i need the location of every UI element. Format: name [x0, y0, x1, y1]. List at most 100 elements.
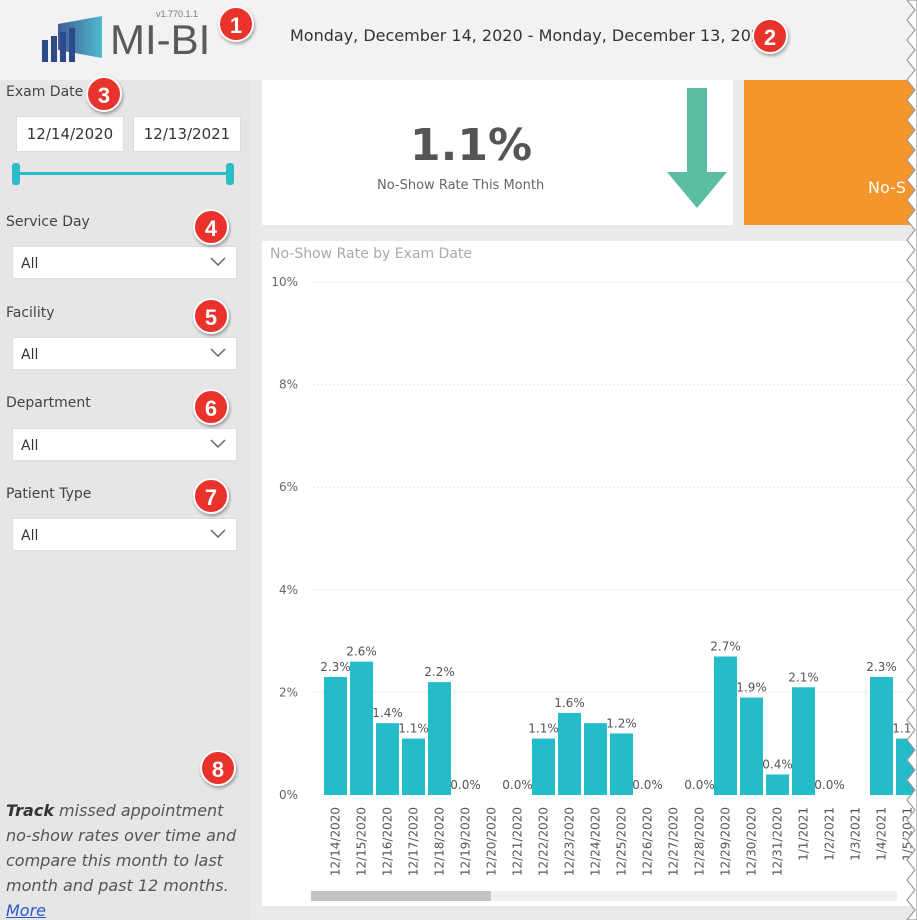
callout-badge-1: 1 — [218, 6, 254, 42]
y-tick-label: 8% — [279, 378, 298, 392]
callout-badge-7: 7 — [193, 478, 229, 514]
patient-type-label: Patient Type — [6, 486, 92, 502]
bar — [558, 712, 581, 795]
callout-badge-5: 5 — [193, 298, 229, 334]
orange-kpi-card: No-S — [744, 80, 917, 225]
service-day-dropdown[interactable]: All — [12, 246, 237, 279]
dropdown-value: All — [21, 438, 39, 454]
bar — [584, 723, 607, 795]
department-dropdown[interactable]: All — [12, 428, 237, 461]
callout-badge-4: 4 — [193, 209, 229, 245]
start-date-input[interactable]: 12/14/2020 — [16, 116, 124, 152]
data-label: 1.4% — [372, 706, 403, 720]
exam-date-label: Exam Date — [6, 84, 84, 100]
service-day-label: Service Day — [6, 214, 90, 230]
x-tick-label: 12/28/2020 — [693, 807, 707, 876]
data-label: 2.2% — [424, 665, 455, 679]
x-tick-label: 12/14/2020 — [329, 807, 343, 876]
chevron-down-icon — [210, 348, 226, 358]
x-tick-label: 12/19/2020 — [459, 807, 473, 876]
x-tick-label: 12/15/2020 — [355, 807, 369, 876]
chart-scrollbar-track[interactable] — [311, 891, 897, 901]
kpi-value: 1.1% — [410, 120, 533, 171]
data-label: 0.0% — [632, 778, 663, 792]
chart-title: No-Show Rate by Exam Date — [270, 246, 473, 262]
x-tick-label: 1/2/2021 — [823, 807, 837, 861]
x-tick-label: 12/26/2020 — [641, 807, 655, 876]
callout-badge-3: 3 — [86, 76, 122, 112]
data-label: 0.0% — [684, 778, 715, 792]
bar-chart: 0% 2% 4% 6% 8% 10% 2.3% 12/14/2020 2.6% 12/15/202… — [271, 275, 917, 876]
bar — [376, 723, 399, 795]
chart-scrollbar-thumb[interactable] — [311, 891, 491, 901]
slider-start-handle[interactable] — [12, 163, 20, 185]
dropdown-value: All — [21, 528, 39, 544]
torn-edge-shape — [906, 0, 917, 920]
kpi-label: No-Show Rate This Month — [377, 178, 545, 193]
bar — [324, 677, 347, 795]
dropdown-value: All — [21, 256, 39, 272]
data-label: 2.7% — [710, 639, 741, 653]
chevron-down-icon — [210, 439, 226, 449]
x-tick-label: 1/1/2021 — [797, 807, 811, 861]
app-name: MI-BI — [110, 16, 211, 63]
data-label: 1.2% — [606, 716, 637, 730]
data-label: 1.9% — [736, 681, 767, 695]
x-tick-label: 12/18/2020 — [433, 807, 447, 876]
dropdown-value: All — [21, 347, 39, 363]
data-label: 1.1% — [398, 722, 429, 736]
x-tick-label: 12/22/2020 — [537, 807, 551, 876]
date-range-slider-track[interactable] — [16, 172, 230, 175]
y-tick-label: 4% — [279, 583, 298, 597]
bar — [714, 656, 737, 795]
x-tick-label: 12/27/2020 — [667, 807, 681, 876]
app-version: v1.770.1.1 — [156, 9, 199, 19]
x-tick-label: 12/31/2020 — [771, 807, 785, 876]
bar — [532, 738, 555, 795]
data-label: 1.1% — [528, 722, 559, 736]
chart-panel: No-Show Rate by Exam Date 0% 2% 4% 6% 8% 10% 2… — [262, 241, 917, 906]
data-label: 0.4% — [762, 757, 793, 771]
x-tick-label: 12/25/2020 — [615, 807, 629, 876]
x-tick-label: 12/30/2020 — [745, 807, 759, 876]
end-date-input[interactable]: 12/13/2021 — [133, 116, 241, 152]
data-label: 2.3% — [320, 660, 351, 674]
x-tick-label: 12/29/2020 — [719, 807, 733, 876]
x-tick-label: 12/21/2020 — [511, 807, 525, 876]
y-tick-label: 6% — [279, 480, 298, 494]
facility-dropdown[interactable]: All — [12, 337, 237, 370]
orange-card-label: No-S — [868, 178, 906, 197]
department-label: Department — [6, 395, 91, 411]
bar — [792, 687, 815, 795]
x-tick-label: 12/20/2020 — [485, 807, 499, 876]
mi-bi-logo-icon — [42, 16, 102, 62]
y-tick-label: 2% — [279, 685, 298, 699]
y-tick-label: 10% — [271, 275, 298, 289]
torn-edge-decoration — [906, 0, 917, 920]
patient-type-dropdown[interactable]: All — [12, 518, 237, 551]
x-tick-label: 12/23/2020 — [563, 807, 577, 876]
bar — [350, 661, 373, 795]
x-tick-label: 1/3/2021 — [849, 807, 863, 861]
x-tick-label: 1/4/2021 — [875, 807, 889, 861]
bar — [740, 697, 763, 795]
description-bold: Track — [6, 801, 54, 820]
chevron-down-icon — [210, 529, 226, 539]
more-link[interactable]: More — [6, 901, 47, 920]
kpi-card: 1.1% No-Show Rate This Month — [262, 80, 733, 225]
callout-badge-2: 2 — [752, 18, 788, 54]
slider-end-handle[interactable] — [226, 163, 234, 185]
bar — [610, 733, 633, 795]
data-label: 1.6% — [554, 696, 585, 710]
data-label: 2.6% — [346, 645, 377, 659]
data-label: 0.0% — [450, 778, 481, 792]
bar — [870, 677, 893, 795]
bar — [766, 774, 789, 795]
callout-badge-6: 6 — [193, 389, 229, 425]
bar — [428, 682, 451, 795]
x-tick-label: 12/17/2020 — [407, 807, 421, 876]
data-label: 0.0% — [814, 778, 845, 792]
data-label: 2.1% — [788, 670, 819, 684]
y-tick-label: 0% — [279, 788, 298, 802]
x-tick-label: 12/16/2020 — [381, 807, 395, 876]
